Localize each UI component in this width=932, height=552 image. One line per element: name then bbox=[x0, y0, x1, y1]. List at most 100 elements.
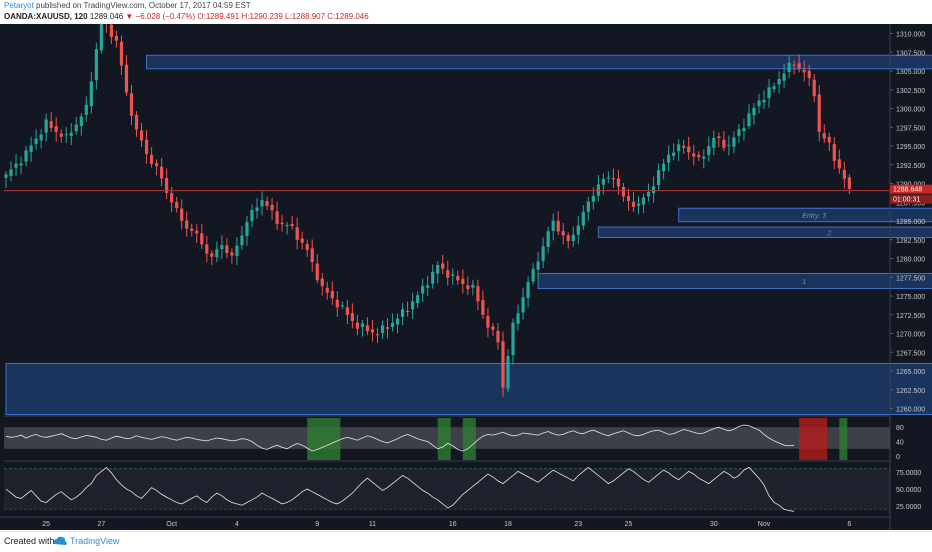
candle-body bbox=[180, 208, 184, 221]
candle-body bbox=[235, 245, 239, 257]
price-tick-label: 1267.500 bbox=[896, 350, 925, 357]
candle-body bbox=[616, 178, 621, 187]
oscillator-2-line bbox=[5, 466, 795, 512]
candle-body bbox=[310, 248, 314, 263]
candle-body bbox=[827, 136, 831, 143]
candle-body bbox=[149, 154, 154, 164]
price-tick-label: 1265.000 bbox=[896, 369, 925, 376]
oscillator-2-band bbox=[4, 468, 890, 510]
candle-body bbox=[400, 309, 405, 317]
candle-body bbox=[200, 233, 204, 245]
candle-body bbox=[777, 79, 781, 85]
price-tick-label: 1280.000 bbox=[896, 257, 925, 264]
candle-body bbox=[757, 100, 761, 107]
symbol-label[interactable]: OANDA:XAUUSD, 120 bbox=[4, 12, 88, 21]
candle-body bbox=[54, 126, 58, 132]
candle-body bbox=[185, 220, 189, 229]
candle-body bbox=[49, 121, 53, 128]
candle-body bbox=[109, 24, 114, 38]
candle-body bbox=[395, 318, 400, 325]
candle-body bbox=[114, 35, 119, 41]
candle-body bbox=[370, 329, 375, 333]
candle-body bbox=[335, 299, 339, 308]
oscillator-pane-1[interactable] bbox=[4, 415, 890, 460]
price-tick-label: 1300.000 bbox=[896, 107, 925, 114]
candle-body bbox=[275, 211, 279, 224]
candle-body bbox=[606, 177, 610, 179]
countdown-label: 01:00:31 bbox=[893, 197, 920, 204]
candle-body bbox=[581, 211, 585, 226]
time-tick-label: 23 bbox=[574, 521, 582, 528]
price-tick-label: 1272.500 bbox=[896, 313, 925, 320]
candle-body bbox=[722, 139, 726, 148]
candle-body bbox=[94, 49, 98, 81]
sell-signal-zone bbox=[799, 418, 828, 460]
oscillator-pane-2[interactable] bbox=[4, 460, 890, 512]
candle-body bbox=[772, 86, 776, 90]
candle-body bbox=[551, 220, 555, 231]
candle-body bbox=[19, 163, 23, 166]
candle-body bbox=[516, 313, 520, 324]
candle-body bbox=[39, 134, 43, 141]
price-change: ▼ −6.028 (−0.47%) bbox=[125, 12, 196, 21]
tradingview-brand[interactable]: TradingView bbox=[70, 536, 120, 546]
time-axis[interactable]: 25 27 Oct 4 9 11 16 18 23 25 30 Nov 6 bbox=[0, 516, 890, 528]
time-tick-label: 25 bbox=[42, 521, 50, 528]
candle-body bbox=[792, 64, 796, 66]
tradingview-logo-icon[interactable] bbox=[52, 534, 68, 552]
candle-body bbox=[526, 282, 530, 298]
candle-body bbox=[350, 313, 354, 321]
candle-body bbox=[657, 169, 661, 186]
candle-body bbox=[561, 231, 565, 236]
candle-body bbox=[175, 202, 179, 209]
candle-body bbox=[782, 73, 786, 81]
price-axis[interactable]: 1310.000 1307.500 1305.000 1302.500 1300.000… bbox=[889, 24, 932, 530]
candle-body bbox=[205, 244, 209, 254]
chart-header: Petaryot published on TradingView.com, O… bbox=[0, 0, 932, 24]
candle-body bbox=[64, 134, 68, 136]
candle-body bbox=[536, 261, 540, 270]
candle-body bbox=[697, 154, 701, 158]
candle-body bbox=[531, 268, 535, 282]
candle-body bbox=[290, 223, 294, 226]
price-tick-label: 1277.500 bbox=[896, 275, 925, 282]
candle-body bbox=[134, 114, 139, 130]
candle-body bbox=[406, 311, 410, 313]
price-tick-label: 1295.000 bbox=[896, 144, 925, 151]
chart-canvas[interactable]: Entry: 3 2 1 1310.000 1307.500 1305.000 1302.… bbox=[0, 24, 932, 530]
price-tick-label: 1310.000 bbox=[896, 32, 925, 39]
candle-body bbox=[727, 144, 731, 146]
ohlc-values: O:1289.491 H:1290.239 L:1288.907 C:1289.… bbox=[197, 12, 369, 21]
candle-body bbox=[4, 174, 8, 178]
candle-body bbox=[79, 116, 83, 127]
candle-body bbox=[767, 87, 771, 99]
candle-body bbox=[285, 225, 289, 227]
last-price: 1289.046 bbox=[89, 12, 124, 21]
candle-body bbox=[787, 62, 791, 73]
candle-body bbox=[847, 177, 851, 189]
candle-body bbox=[165, 178, 169, 193]
candle-body bbox=[832, 144, 836, 161]
candle-body bbox=[576, 225, 580, 235]
candle-body bbox=[59, 133, 63, 137]
candle-body bbox=[626, 195, 631, 202]
candle-body bbox=[280, 222, 284, 225]
candle-body bbox=[707, 146, 711, 156]
candle-body bbox=[295, 227, 299, 240]
candle-body bbox=[571, 234, 575, 242]
candle-body bbox=[9, 169, 13, 176]
candle-body bbox=[421, 286, 425, 294]
candle-body bbox=[807, 70, 811, 78]
oscillator-2-tick-label: 50.0000 bbox=[896, 487, 921, 494]
candle-body bbox=[190, 228, 194, 231]
time-tick-label: 9 bbox=[315, 521, 319, 528]
candle-body bbox=[641, 197, 646, 205]
author-link[interactable]: Petaryot bbox=[4, 1, 34, 10]
candle-body bbox=[651, 186, 656, 193]
time-tick-label: Nov bbox=[758, 521, 771, 528]
candle-body bbox=[481, 299, 485, 315]
price-pane[interactable]: Entry: 3 2 1 bbox=[4, 24, 932, 415]
publish-info: published on TradingView.com, October 17… bbox=[36, 1, 251, 10]
candle-body bbox=[742, 127, 746, 132]
candle-body bbox=[712, 137, 716, 148]
